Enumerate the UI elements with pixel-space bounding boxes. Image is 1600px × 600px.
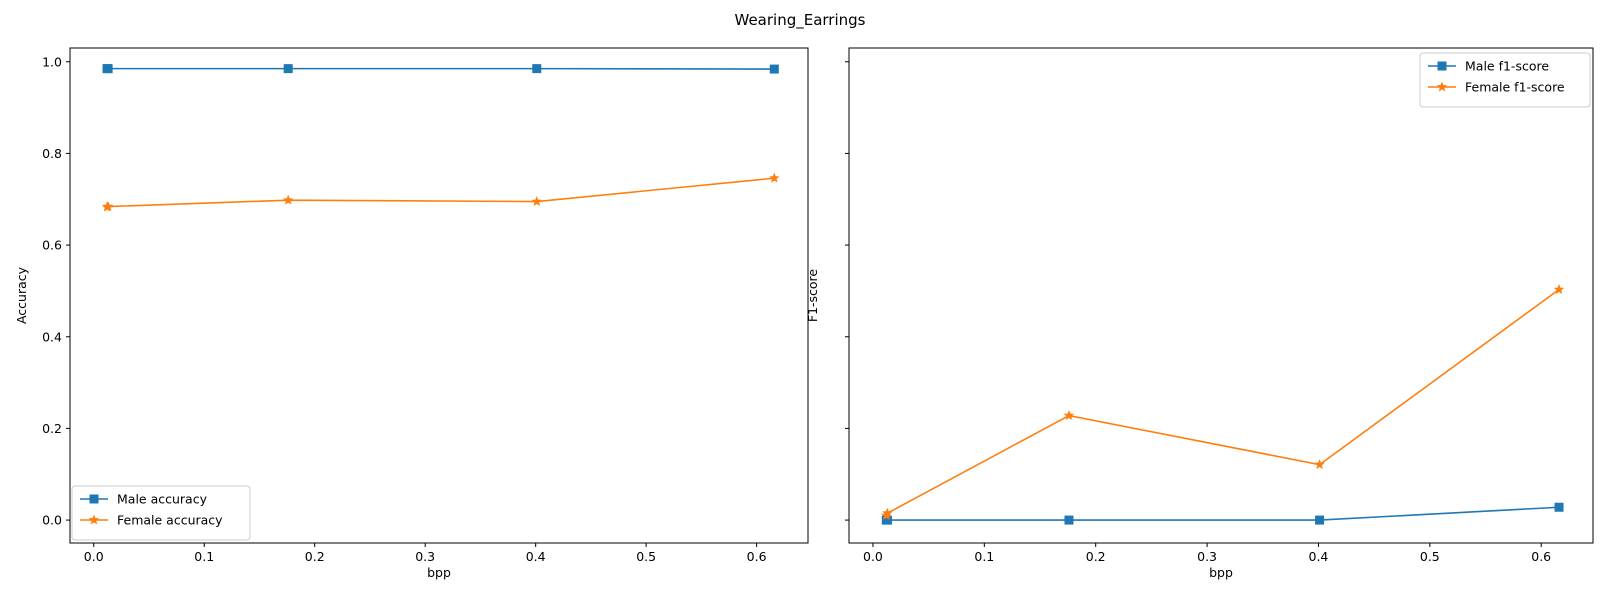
y-tick-label: 0.4 [42, 329, 62, 344]
y-tick-label: 1.0 [42, 54, 62, 69]
legend: Male accuracy Female accuracy [71, 485, 251, 541]
data-point [531, 196, 542, 206]
data-point [882, 515, 892, 525]
x-tick-label: 0.0 [84, 549, 104, 564]
x-tick-label: 0.1 [194, 549, 214, 564]
legend-marker [89, 494, 99, 504]
x-tick-label: 0.6 [747, 549, 767, 564]
x-tick-label: 0.2 [1086, 549, 1106, 564]
x-axis-label: bpp [427, 565, 451, 580]
data-point [103, 64, 113, 74]
legend-marker [1436, 81, 1448, 92]
y-axis-label: Accuracy [14, 266, 29, 324]
data-point [1554, 502, 1564, 512]
data-point [769, 172, 780, 183]
data-point [769, 64, 779, 74]
x-tick-label: 0.6 [1531, 549, 1551, 564]
data-point [102, 201, 114, 212]
legend-entry-label: Female f1-score [1465, 80, 1565, 95]
x-tick-label: 0.2 [305, 549, 325, 564]
series-line-2 [106, 177, 775, 208]
data-point [1553, 284, 1565, 294]
plot-frame [848, 47, 1594, 544]
legend-marker [88, 514, 100, 525]
figure-title: Wearing_Earrings [735, 11, 866, 30]
x-tick-label: 0.3 [415, 549, 435, 564]
y-tick-label: 0.6 [42, 238, 62, 253]
x-tick-label: 0.4 [1309, 549, 1329, 564]
chart-panel-2: 0.0 0.1 0.2 0.3 0.4 0.5 0.6 bpp F1-score Male f1-… [805, 47, 1594, 580]
x-tick-label: 0.1 [974, 549, 994, 564]
y-axis-label: F1-score [805, 269, 820, 323]
data-point [882, 507, 893, 518]
legend-marker [1437, 61, 1447, 71]
y-tick-label: 0.8 [42, 146, 62, 161]
chart-panels: 0.0 0.1 0.2 0.3 0.4 0.5 0.6 0.0 0.2 0.4 0.6 0.8 1.0 b… [14, 47, 1594, 580]
x-tick-label: 0.0 [863, 549, 883, 564]
series-line-1 [886, 506, 1560, 521]
data-point [1314, 459, 1325, 470]
legend-box [1419, 52, 1591, 108]
data-point [1063, 410, 1075, 421]
y-tick-label: 0.2 [42, 421, 62, 436]
legend-entry-label: Female accuracy [117, 513, 223, 528]
x-tick-label: 0.5 [636, 549, 656, 564]
legend-box [71, 485, 251, 541]
x-tick-label: 0.4 [526, 549, 546, 564]
legend-entry-label: Male accuracy [117, 492, 208, 507]
x-tick-label: 0.3 [1197, 549, 1217, 564]
data-point [532, 64, 542, 74]
x-axis-label: bpp [1209, 565, 1233, 580]
plot-frame [69, 47, 809, 544]
chart-panel-1: 0.0 0.1 0.2 0.3 0.4 0.5 0.6 0.0 0.2 0.4 0.6 0.8 1.0 b… [14, 47, 809, 580]
data-point [282, 194, 294, 205]
data-point [1064, 515, 1074, 525]
y-tick-label: 0.0 [42, 513, 62, 528]
data-point [1315, 515, 1325, 525]
data-point [283, 64, 293, 74]
legend: Male f1-score Female f1-score [1419, 52, 1591, 108]
x-tick-label: 0.5 [1420, 549, 1440, 564]
series-line-2 [885, 288, 1560, 516]
legend-entry-label: Male f1-score [1465, 59, 1549, 74]
